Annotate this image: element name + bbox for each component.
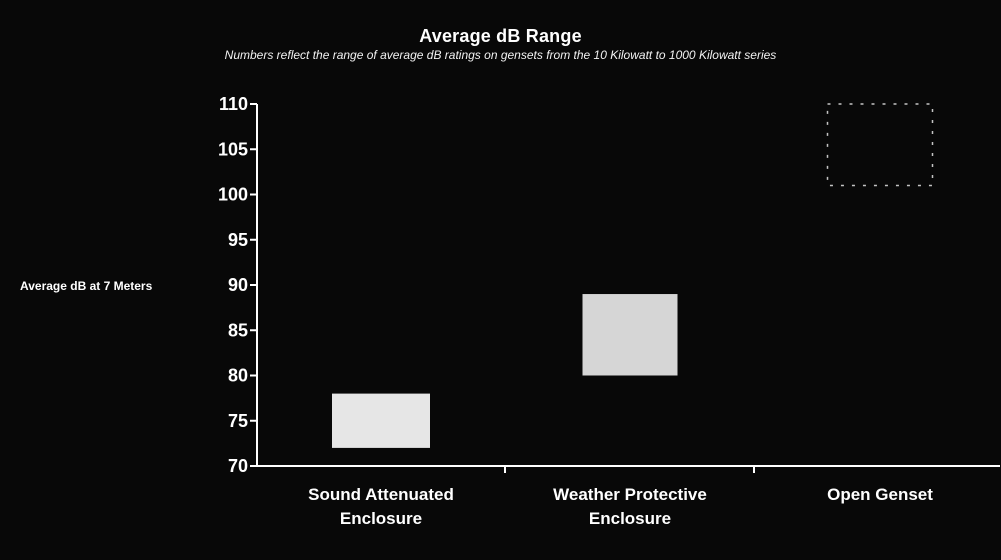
y-tick-label: 105 [218,139,248,159]
x-category-label: Sound Attenuated Enclosure [308,485,454,528]
y-tick-label: 75 [228,411,248,431]
x-category-label-line: Enclosure [340,509,422,528]
x-category-label: Open Genset [827,485,933,504]
y-tick-label: 95 [228,230,248,250]
x-category-label-line: Sound Attenuated [308,485,454,504]
range-bar [332,393,430,448]
y-axis-label: Average dB at 7 Meters [20,279,153,293]
range-bar [582,294,678,376]
chart-title: Average dB Range [419,26,582,46]
y-tick-label: 100 [218,185,248,205]
y-tick-label: 110 [219,94,248,114]
chart-subtitle: Numbers reflect the range of average dB … [224,48,777,62]
x-category-label-line: Weather Protective [553,485,707,504]
x-category-label-line: Enclosure [589,509,671,528]
y-tick-label: 70 [228,456,248,476]
x-category-label: Weather Protective Enclosure [553,485,707,528]
y-tick-label: 90 [228,275,248,295]
y-tick-label: 80 [228,366,248,386]
x-category-label-line: Open Genset [827,485,933,504]
range-bar [826,103,934,187]
y-tick-label: 85 [228,320,248,340]
